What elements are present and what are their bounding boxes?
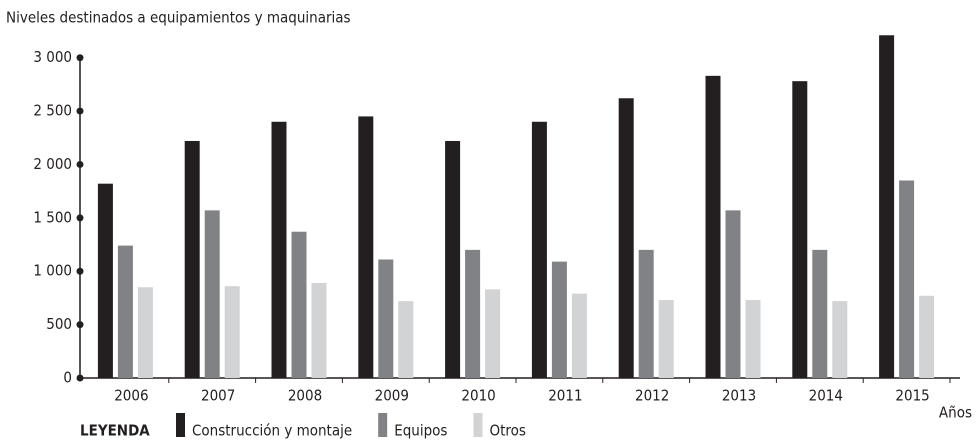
legend-swatch xyxy=(176,413,185,437)
y-tick xyxy=(76,374,84,382)
bar xyxy=(725,210,741,378)
x-tick-label: 2014 xyxy=(809,387,843,405)
bar xyxy=(745,300,761,378)
legend-label: Otros xyxy=(489,422,525,440)
x-axis-label: Años xyxy=(939,404,972,422)
bar xyxy=(832,301,848,378)
y-tick xyxy=(76,54,84,62)
x-tick-label: 2007 xyxy=(201,387,235,405)
y-tick xyxy=(76,267,84,275)
bar xyxy=(378,259,394,378)
x-tick-label: 2008 xyxy=(288,387,322,405)
bar xyxy=(117,245,133,378)
bar xyxy=(618,98,634,378)
bar xyxy=(919,295,935,378)
bar xyxy=(204,210,220,378)
bar xyxy=(571,293,587,378)
bar xyxy=(899,180,915,378)
bar xyxy=(311,282,327,378)
bar xyxy=(485,289,501,378)
bar xyxy=(658,300,674,378)
bar xyxy=(97,183,113,378)
y-tick-label: 1 000 xyxy=(33,262,72,280)
bar xyxy=(271,121,287,378)
y-tick xyxy=(76,107,84,115)
x-tick-label: 2009 xyxy=(375,387,409,405)
bar xyxy=(792,81,808,378)
bar xyxy=(358,116,374,379)
y-tick-label: 2 000 xyxy=(33,155,72,173)
bar xyxy=(291,231,307,378)
bar xyxy=(705,75,721,378)
bar xyxy=(551,261,567,378)
y-tick-label: 1 500 xyxy=(33,208,72,226)
bar xyxy=(812,249,828,378)
bar xyxy=(531,121,547,378)
x-tick-label: 2011 xyxy=(548,387,582,405)
legend-label: Equipos xyxy=(394,422,447,440)
bar xyxy=(638,249,654,378)
x-tick-label: 2015 xyxy=(895,387,929,405)
legend-label: Construcción y montaje xyxy=(192,422,352,440)
y-tick-label: 3 000 xyxy=(33,48,72,66)
legend-title: LEYENDA xyxy=(80,422,150,440)
y-tick xyxy=(76,160,84,168)
y-tick xyxy=(76,321,84,329)
x-tick-label: 2013 xyxy=(722,387,756,405)
y-tick xyxy=(76,214,84,222)
y-tick-label: 500 xyxy=(46,315,72,333)
bar xyxy=(465,249,481,378)
legend-swatch xyxy=(473,413,483,437)
y-axis-label: Niveles destinados a equipamientos y maq… xyxy=(6,9,351,27)
y-tick-label: 2 500 xyxy=(33,102,72,120)
bar xyxy=(879,35,895,378)
x-tick-label: 2012 xyxy=(635,387,669,405)
x-tick-label: 2006 xyxy=(114,387,148,405)
bar xyxy=(184,140,200,378)
y-tick-label: 0 xyxy=(63,369,72,387)
x-tick-label: 2010 xyxy=(461,387,495,405)
legend-swatch xyxy=(378,413,388,437)
bar xyxy=(445,140,461,378)
bar xyxy=(224,286,240,378)
bar xyxy=(137,287,153,378)
bar xyxy=(398,301,414,378)
